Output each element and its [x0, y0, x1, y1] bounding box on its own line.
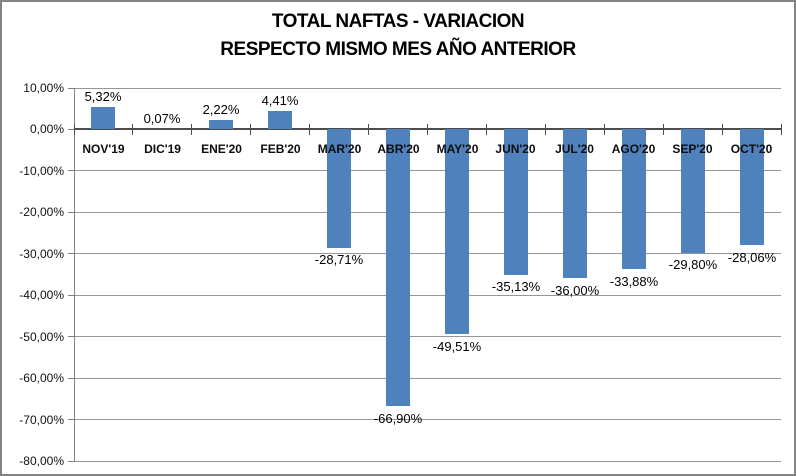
- gridline: [74, 294, 781, 296]
- bar: [504, 129, 528, 275]
- gridline: [74, 87, 781, 89]
- bar-value-label: -28,71%: [314, 252, 364, 267]
- category-axis-tick: [250, 124, 252, 136]
- category-label: DIC'19: [144, 142, 181, 156]
- bar-value-label: -36,00%: [550, 283, 600, 298]
- y-axis-tick: [68, 460, 74, 462]
- y-axis-tick: [68, 253, 74, 255]
- category-label: AGO'20: [611, 142, 656, 156]
- chart-title: TOTAL NAFTAS - VARIACION RESPECTO MISMO …: [2, 8, 794, 64]
- gridline: [74, 253, 781, 255]
- category-label: MAR'20: [317, 142, 362, 156]
- bar: [327, 129, 351, 248]
- category-axis-tick: [662, 124, 664, 136]
- bar: [386, 129, 410, 406]
- category-label: ABR'20: [377, 142, 420, 156]
- y-axis-label: -60,00%: [19, 371, 64, 386]
- category-axis-tick: [368, 124, 370, 136]
- y-axis-label: -70,00%: [19, 412, 64, 427]
- y-axis-line: [74, 88, 75, 462]
- gridline: [74, 336, 781, 338]
- category-label: JUL'20: [555, 142, 594, 156]
- bar-value-label: -49,51%: [432, 339, 482, 354]
- category-label: FEB'20: [260, 142, 301, 156]
- bar-value-label: 5,32%: [84, 89, 122, 104]
- y-axis-tick: [68, 128, 74, 130]
- bar-value-label: -28,06%: [727, 250, 777, 265]
- bar: [681, 129, 705, 253]
- y-axis-tick: [68, 419, 74, 421]
- y-axis-tick: [68, 336, 74, 338]
- y-axis-tick: [68, 211, 74, 213]
- category-axis-tick: [132, 124, 134, 136]
- y-axis-label: 0,00%: [29, 122, 64, 137]
- category-axis-tick: [309, 124, 311, 136]
- category-axis-tick: [721, 124, 723, 136]
- gridline: [74, 211, 781, 213]
- y-axis-label: -40,00%: [19, 288, 64, 303]
- y-axis-label: -10,00%: [19, 163, 64, 178]
- bar: [268, 111, 292, 129]
- y-axis-label: -30,00%: [19, 246, 64, 261]
- bar-value-label: -29,80%: [668, 257, 718, 272]
- bar-value-label: -33,88%: [609, 274, 659, 289]
- gridline: [74, 460, 781, 462]
- category-axis-tick: [73, 124, 75, 136]
- category-axis-tick: [427, 124, 428, 136]
- y-axis-tick: [68, 170, 74, 172]
- category-axis-tick: [191, 124, 193, 136]
- chart-title-line1: TOTAL NAFTAS - VARIACION: [271, 11, 525, 32]
- category-label: SEP'20: [672, 142, 713, 156]
- y-axis-label: -80,00%: [19, 454, 64, 468]
- y-axis-label: -50,00%: [19, 329, 64, 344]
- bar: [740, 129, 764, 245]
- gridline: [74, 170, 781, 172]
- bar: [209, 120, 233, 129]
- y-axis-tick: [68, 294, 74, 296]
- y-axis-tick: [68, 377, 74, 379]
- category-label: ENE'20: [201, 142, 242, 156]
- gridline: [74, 377, 781, 379]
- category-label: OCT'20: [730, 142, 773, 156]
- bar: [91, 107, 115, 129]
- category-label: NOV'19: [82, 142, 125, 156]
- category-axis-tick: [485, 124, 487, 136]
- bar: [445, 129, 469, 334]
- category-label: JUN'20: [495, 142, 536, 156]
- bar-value-label: -35,13%: [491, 279, 541, 294]
- category-axis-tick: [544, 124, 546, 136]
- category-axis-tick: [603, 124, 605, 136]
- bar-value-label: -66,90%: [373, 411, 423, 426]
- bar-value-label: 4,41%: [261, 93, 299, 108]
- bar-value-label: 2,22%: [202, 102, 240, 117]
- category-label: MAY'20: [436, 142, 479, 156]
- bar: [563, 129, 587, 278]
- bar: [622, 129, 646, 269]
- category-axis-tick: [780, 124, 782, 136]
- bar-value-label: 0,07%: [143, 111, 181, 126]
- chart-title-line2: RESPECTO MISMO MES AÑO ANTERIOR: [220, 39, 576, 60]
- y-axis-label: 10,00%: [23, 81, 64, 95]
- y-axis-label: -20,00%: [19, 205, 64, 220]
- y-axis-tick: [68, 87, 74, 89]
- gridline: [74, 419, 781, 421]
